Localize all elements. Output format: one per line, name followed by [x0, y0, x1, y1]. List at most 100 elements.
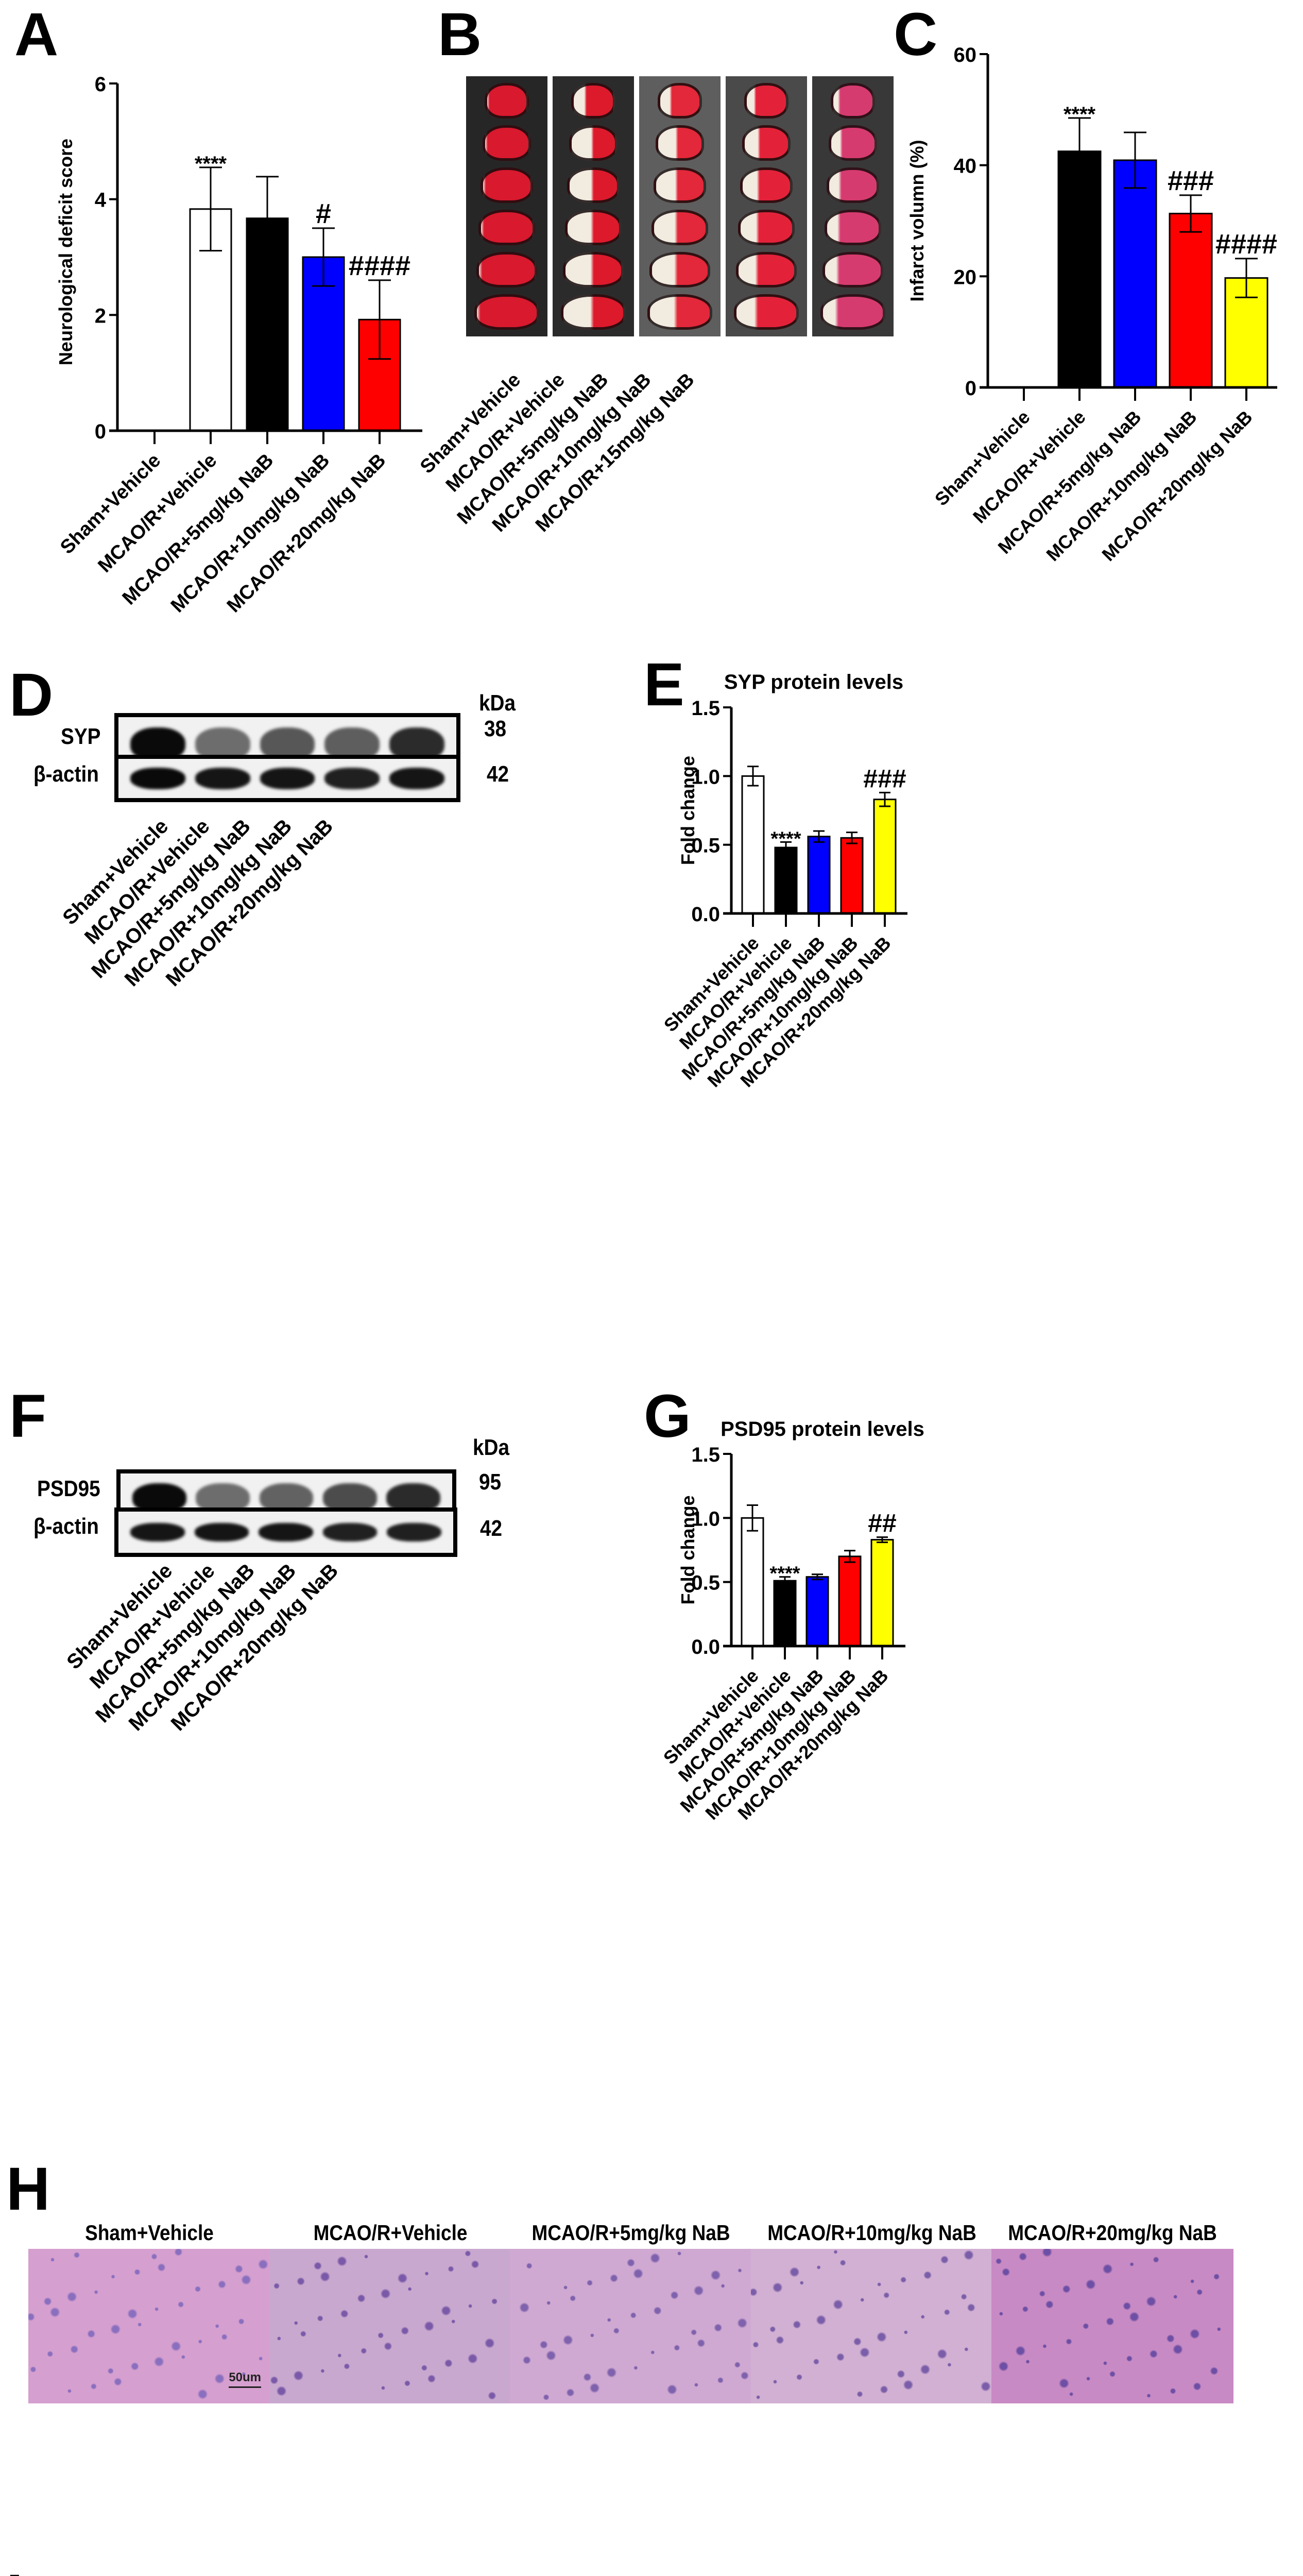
- brain-slice: [733, 294, 799, 330]
- brain-slice: [482, 125, 532, 161]
- y-tick-label: 1.5: [691, 697, 720, 720]
- y-tick-label: 1.0: [691, 766, 720, 788]
- histology-group-title: MCAO/R+10mg/kg NaB: [767, 2221, 976, 2245]
- significance-hashes: ####: [1215, 229, 1277, 260]
- scale-bar: 50um: [229, 2370, 261, 2388]
- brain-slice: [828, 125, 878, 161]
- histology-group-title: MCAO/R+5mg/kg NaB: [532, 2221, 730, 2245]
- panel-letter-b: B: [438, 1, 482, 69]
- panel-letter-i: I: [6, 2566, 23, 2576]
- significance-hashes: #: [316, 198, 331, 229]
- ttc-column: [553, 76, 634, 336]
- brain-slice: [480, 167, 534, 203]
- blot-lane-label: MCAO/R+5mg/kg NaB: [87, 815, 255, 983]
- brain-slice: [830, 82, 876, 118]
- bar: [870, 1539, 894, 1647]
- y-tick-label: 0.5: [691, 1572, 720, 1595]
- panel-letter-d: D: [9, 661, 54, 729]
- blot-band: [194, 1523, 249, 1541]
- histology-group-title: Sham+Vehicle: [85, 2221, 214, 2245]
- y-tick-label: 60: [954, 44, 977, 66]
- bar: [807, 836, 831, 914]
- y-axis-label: Infarct volumn (%): [906, 140, 928, 301]
- significance-stars: ****: [770, 828, 801, 850]
- y-tick-label: 0.5: [691, 835, 720, 857]
- brain-slice: [653, 167, 707, 203]
- x-category-label: Sham+Vehicle: [931, 406, 1034, 510]
- brain-slice: [822, 252, 884, 288]
- y-axis-label: Neurological deficit score: [55, 139, 76, 365]
- blot-band: [386, 1523, 441, 1541]
- blot-band: [130, 768, 186, 789]
- brain-slice: [567, 167, 620, 203]
- blot-band: [389, 768, 444, 789]
- brain-slice: [647, 294, 713, 330]
- bar: [840, 837, 864, 914]
- blot-band: [324, 768, 380, 789]
- y-axis-label: Fold change: [677, 756, 698, 865]
- y-tick-label: 1.0: [691, 1507, 720, 1530]
- significance-stars: ****: [1064, 103, 1096, 126]
- ttc-column: [812, 76, 894, 336]
- kda-header: kDa: [479, 690, 516, 716]
- panel-letter-a: A: [14, 1, 59, 69]
- kda-value-syp: 38: [484, 716, 507, 741]
- chart-syp-protein-levels: SYP protein levels Fold change **** ### 0.0 0…: [660, 671, 907, 1091]
- kda-value-beta-actin: 42: [480, 1516, 503, 1541]
- brain-slice: [820, 294, 886, 330]
- y-tick-label: 0.0: [691, 903, 720, 926]
- brain-slice: [478, 210, 536, 246]
- panel-letter-e: E: [644, 651, 684, 719]
- bar: [838, 1555, 862, 1647]
- bar: [741, 775, 765, 914]
- blot-label-syp: SYP: [61, 724, 101, 749]
- brain-slice: [476, 252, 538, 288]
- y-tick-label: 4: [95, 189, 107, 212]
- bar: [774, 846, 798, 914]
- chart-infarct-volume: Infarct volumn (%)****#######0204060Sham…: [906, 44, 1277, 565]
- chart-title: SYP protein levels: [724, 671, 903, 693]
- kda-value-beta-actin: 42: [487, 761, 509, 787]
- brain-slice: [744, 82, 789, 118]
- y-tick-label: 6: [95, 73, 106, 96]
- blot-band: [322, 1523, 378, 1541]
- blot-label-psd95: PSD95: [37, 1476, 100, 1501]
- bar: [873, 799, 897, 914]
- blot-band: [260, 768, 315, 789]
- histology-micrograph: [991, 2249, 1233, 2403]
- blot-band: [195, 768, 250, 789]
- blot-row-beta-actin: [114, 1507, 457, 1557]
- y-tick-label: 0: [965, 377, 976, 400]
- chart-title: PSD95 protein levels: [721, 1418, 924, 1440]
- blot-band: [259, 1523, 313, 1541]
- blot-band: [130, 1523, 185, 1541]
- chart-neurological-deficit-score: Neurological deficit score ****#####0246S…: [55, 73, 422, 617]
- blot-label-beta-actin: β-actin: [33, 761, 99, 787]
- brain-slice: [735, 252, 797, 288]
- brain-slice: [740, 167, 793, 203]
- y-tick-label: 2: [95, 304, 106, 327]
- brain-slice: [649, 252, 711, 288]
- panel-letter-f: F: [9, 1382, 47, 1450]
- significance-hashes: ####: [349, 250, 410, 281]
- brain-slice: [738, 210, 795, 246]
- bar: [805, 1576, 829, 1647]
- histology-group-title: MCAO/R+20mg/kg NaB: [1008, 2221, 1217, 2245]
- histology-micrograph: [510, 2249, 752, 2403]
- brain-slice: [571, 82, 616, 118]
- ttc-brain-slices-image: [466, 76, 894, 336]
- y-tick-label: 0.0: [691, 1636, 720, 1658]
- brain-slice: [651, 210, 709, 246]
- blot-label-beta-actin: β-actin: [33, 1514, 99, 1539]
- y-axis-label: Fold change: [677, 1495, 698, 1604]
- kda-value-psd95: 95: [479, 1469, 502, 1495]
- bar: [1169, 212, 1213, 388]
- ttc-column: [726, 76, 807, 336]
- significance-hashes: ###: [1168, 165, 1214, 196]
- y-tick-label: 40: [954, 155, 977, 178]
- brain-slice: [560, 294, 626, 330]
- significance-stars: ****: [195, 152, 227, 175]
- brain-slice: [564, 210, 622, 246]
- histology-micrograph: [269, 2249, 511, 2403]
- histology-micrograph: 50um: [28, 2249, 270, 2403]
